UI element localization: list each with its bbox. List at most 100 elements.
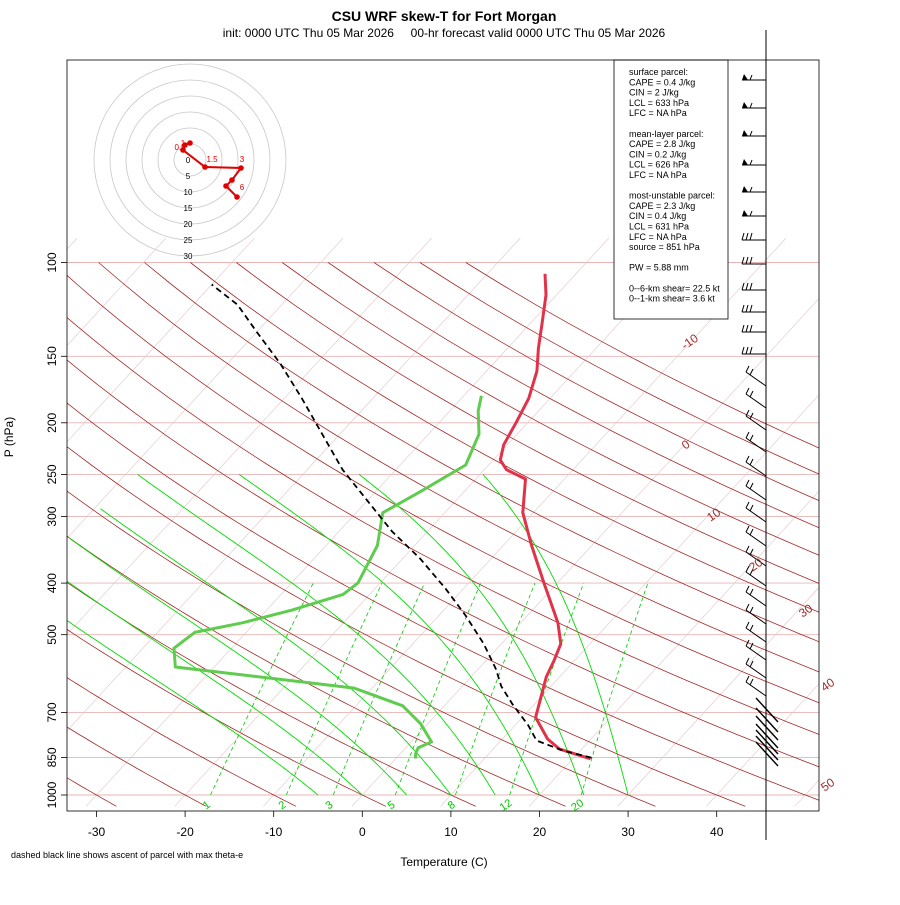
wind-barb (742, 102, 766, 108)
wind-barb-feather (746, 586, 749, 592)
wind-barb-feather (750, 305, 752, 312)
mixing-ratio-label: 3 (324, 799, 336, 812)
stats-line: source = 851 hPa (629, 242, 700, 252)
wind-barb (756, 730, 778, 754)
footnote: dashed black line shows ascent of parcel… (11, 850, 243, 860)
stats-line: 0--6-km shear= 22.5 kt (629, 283, 720, 293)
wind-barb (746, 604, 766, 624)
y-tick-label: 150 (45, 346, 59, 366)
isotherm-label: 10 (704, 505, 723, 524)
wind-barb-feather (742, 257, 744, 264)
wind-barb-feather (750, 347, 752, 354)
hodograph-ring-label: 0 (186, 156, 191, 165)
wind-barb-flag (742, 74, 748, 80)
dry-adiabat (420, 263, 900, 807)
wind-barb (746, 658, 766, 678)
stats-line: LFC = NA hPa (629, 108, 687, 118)
wind-barb (756, 742, 778, 766)
wind-barbs (742, 30, 778, 840)
wind-barb-feather (750, 211, 752, 216)
stats-line: LFC = NA hPa (629, 232, 687, 242)
y-tick-label: 1000 (45, 781, 59, 808)
hodograph-ring-label: 10 (184, 188, 193, 197)
isotherm-line (618, 238, 900, 806)
isotherm-line (352, 238, 875, 806)
wind-barb-feather (750, 131, 752, 136)
stats-line: CIN = 0.4 J/kg (629, 211, 686, 221)
stats-line: most-unstable parcel: (629, 191, 715, 201)
stats-line: surface parcel: (629, 67, 688, 77)
wind-barb (742, 257, 766, 264)
wind-barb-feather (750, 589, 753, 595)
wind-barb-flag (742, 210, 748, 216)
hodograph-point (202, 164, 208, 170)
mixing-ratio-line (581, 583, 648, 795)
hodograph-point (223, 183, 229, 189)
dry-adiabat (145, 263, 900, 807)
parcel-line (212, 285, 592, 758)
wind-barb (746, 676, 766, 696)
isotherm-line (0, 238, 254, 806)
isotherm-label: 0 (679, 437, 693, 452)
wind-barb-feather (746, 388, 749, 394)
wind-barb-feather (746, 622, 749, 628)
wind-barb-feather (750, 483, 753, 489)
stats-line: LCL = 631 hPa (629, 222, 689, 232)
wind-barb-feather (742, 233, 744, 240)
hodograph-ring-label: 30 (184, 252, 193, 261)
y-tick-label: 200 (45, 412, 59, 432)
x-tick-label: 40 (710, 825, 724, 839)
stats-line: CAPE = 2.8 J/kg (629, 139, 695, 149)
wind-barb-feather (750, 679, 753, 685)
y-tick-label: 100 (45, 252, 59, 272)
wind-barb (756, 698, 778, 722)
dry-adiabat (328, 263, 900, 807)
wind-barb-feather (750, 160, 752, 165)
mixing-ratio-line (455, 583, 535, 795)
hodograph-point-label: 1 (181, 139, 186, 148)
wind-barb-feather (750, 625, 753, 631)
wind-barb-feather (750, 325, 752, 332)
isotherm-line (0, 238, 432, 806)
wind-barb (746, 502, 766, 522)
mixing-ratio-label: 5 (386, 799, 398, 812)
wind-barb-staff (746, 394, 766, 408)
isotherm-line (86, 238, 609, 806)
wind-barb-staff (746, 572, 766, 586)
wind-barb-feather (746, 233, 748, 240)
dry-adiabat (0, 263, 206, 807)
x-tick-label: -30 (88, 825, 106, 839)
wind-barb-flag (742, 102, 748, 108)
wind-barb-feather (746, 325, 748, 332)
mixing-ratio-label: 2 (277, 799, 289, 812)
wind-barb-feather (750, 459, 753, 465)
wind-barb-staff (746, 532, 766, 546)
wind-barb-feather (746, 283, 748, 290)
y-tick-label: 500 (45, 624, 59, 644)
wind-barb-feather (750, 257, 752, 264)
wind-barb-staff (746, 438, 766, 452)
hodograph-point-label: 3 (240, 155, 245, 164)
stats-line: CIN = 2 J/kg (629, 88, 679, 98)
wind-barb-feather (746, 658, 749, 664)
wind-barb-flag (742, 186, 748, 192)
wind-barb-feather (750, 505, 753, 511)
y-axis-label: P (hPa) (2, 417, 16, 457)
wind-barb-feather (750, 283, 752, 290)
hodograph-ring-label: 15 (184, 204, 193, 213)
wind-barb-feather (750, 103, 752, 108)
wind-barb-staff (746, 372, 766, 386)
wind-barb-feather (750, 369, 753, 375)
x-tick-label: 20 (533, 825, 547, 839)
wind-barb-feather (746, 456, 749, 462)
hodograph-ring-label: 20 (184, 220, 193, 229)
wind-barb-feather (750, 233, 752, 240)
wind-barb-feather (746, 347, 748, 354)
isotherm-line (0, 238, 166, 806)
wind-barb (742, 210, 766, 216)
wind-barb (742, 159, 766, 165)
y-tick-label: 700 (45, 702, 59, 722)
